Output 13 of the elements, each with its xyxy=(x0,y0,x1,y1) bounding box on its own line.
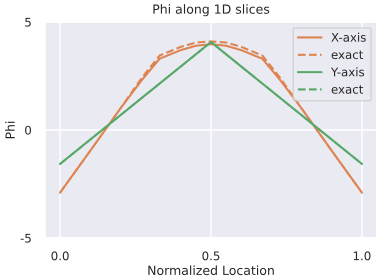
x-tick-label: 0.0 xyxy=(51,251,69,260)
y-axis-title: Phi xyxy=(5,122,15,138)
x-tick-label: 1.0 xyxy=(354,251,371,260)
chart-title: Phi along 1D slices xyxy=(153,4,270,16)
y-tick-label: -5 xyxy=(20,234,31,243)
x-tick-label: 0.5 xyxy=(202,251,220,260)
legend-label: Y-axis xyxy=(330,67,364,76)
legend-label: exact xyxy=(332,50,364,60)
y-tick-label: 0 xyxy=(25,126,32,135)
legend-label: X-axis xyxy=(331,32,366,42)
legend-label: exact xyxy=(332,85,364,94)
x-axis-title: Normalized Location xyxy=(148,265,274,276)
y-tick-label: 5 xyxy=(25,18,31,27)
